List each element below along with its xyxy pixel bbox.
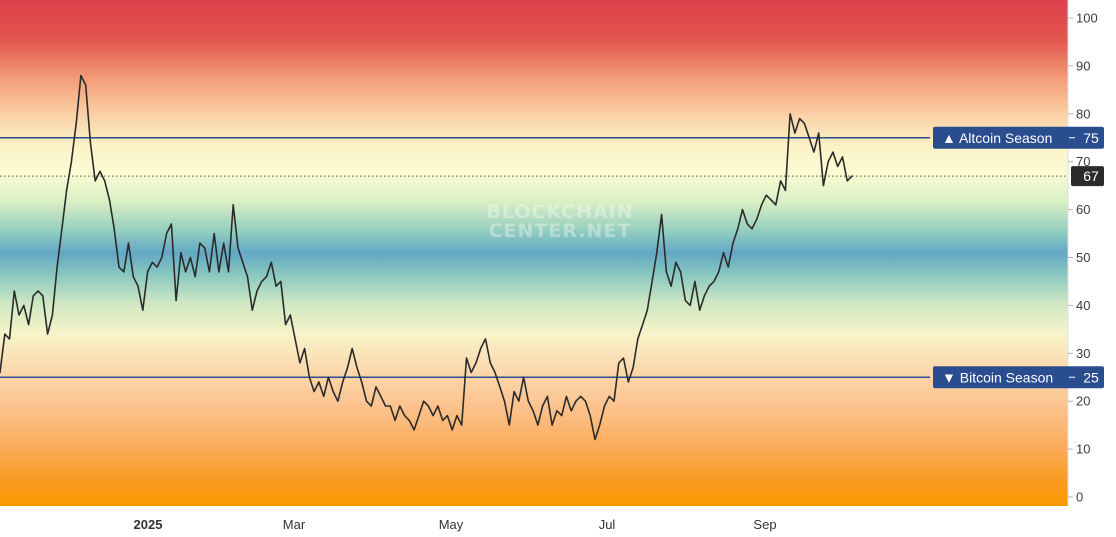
x-tick-label: May [439,517,464,532]
current-value-badge-text: 67 [1083,168,1099,184]
x-tick-label: Sep [753,517,776,532]
y-tick-label: 90 [1076,58,1090,73]
y-tick-label: 80 [1076,106,1090,121]
reference-badge-label: ▲ Altcoin Season [942,130,1052,146]
x-axis-ticks: 2025 Mar May Jul Sep [134,517,777,532]
y-tick-label: 70 [1076,154,1090,169]
y-tick-label: 0 [1076,490,1083,505]
y-tick-label: 100 [1076,11,1098,26]
y-axis-background [1068,0,1116,506]
current-value-badge-box [1071,166,1104,187]
series-line [0,74,853,441]
x-tick-label: 2025 [134,517,163,532]
watermark-line-1: BLOCKCHAIN [486,201,633,223]
x-tick-label: Mar [283,517,306,532]
reference-badge-value: 75 [1083,130,1099,146]
reference-badge-value: 25 [1083,369,1099,385]
plot-background [0,0,1068,506]
y-tick-label: 40 [1076,298,1090,313]
y-tick-label: 30 [1076,346,1090,361]
x-tick-label: Jul [599,517,616,532]
y-axis-ticks: 0 10 20 30 40 50 60 70 80 90 100 [1068,11,1098,505]
y-tick-label: 20 [1076,394,1090,409]
y-tick-label: 10 [1076,442,1090,457]
watermark: BLOCKCHAIN CENTER.NET [486,201,633,242]
reference-badge-label: ▼ Bitcoin Season [942,369,1053,385]
reference-badge [933,366,1104,389]
current-value-badge: 67 [1071,166,1104,187]
y-tick-label: 60 [1076,202,1090,217]
reference-badge [933,126,1104,149]
x-axis-background [0,506,1116,537]
watermark-line-2: CENTER.NET [489,220,632,242]
y-tick-label: 50 [1076,250,1090,265]
reference-badges: ▲ Altcoin Season 75 ▼ Bitcoin Season 25 [933,126,1104,389]
